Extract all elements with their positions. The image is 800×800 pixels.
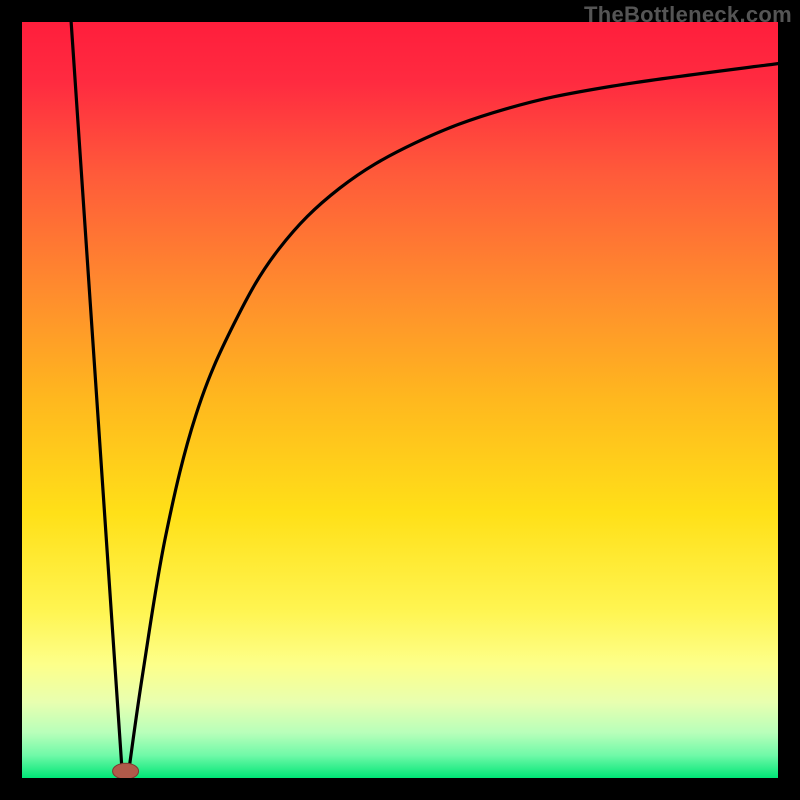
plot-area	[22, 22, 778, 778]
gradient-background	[22, 22, 778, 778]
chart-svg	[22, 22, 778, 778]
chart-container: TheBottleneck.com	[0, 0, 800, 800]
minimum-marker	[113, 763, 139, 778]
watermark-attribution: TheBottleneck.com	[584, 2, 792, 28]
